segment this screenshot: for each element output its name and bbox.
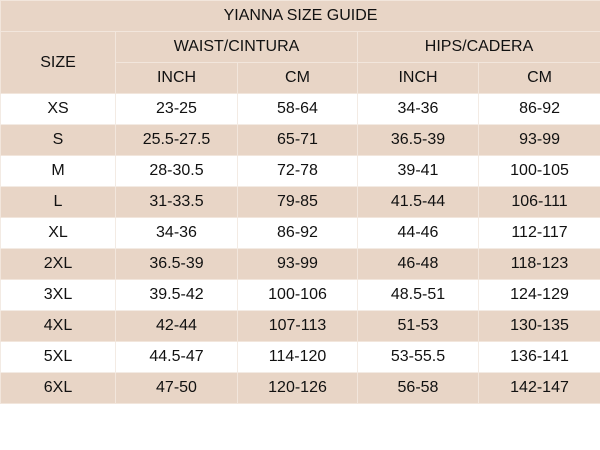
cell-waist-cm: 72-78 (237, 155, 358, 187)
cell-waist-cm: 114-120 (237, 341, 358, 373)
table-row: 3XL 39.5-42 100-106 48.5-51 124-129 (0, 279, 600, 311)
cell-waist-cm: 107-113 (237, 310, 358, 342)
cell-waist-in: 31-33.5 (115, 186, 238, 218)
cell-waist-cm: 86-92 (237, 217, 358, 249)
cell-hips-cm: 106-111 (477, 186, 600, 218)
waist-header: WAIST/CINTURA (115, 31, 358, 63)
cell-hips-in: 48.5-51 (357, 279, 479, 311)
cell-hips-cm: 86-92 (477, 93, 600, 125)
cell-waist-in: 44.5-47 (115, 341, 238, 373)
table-row: L 31-33.5 79-85 41.5-44 106-111 (0, 186, 600, 218)
cell-size: XS (0, 93, 116, 125)
cell-hips-cm: 93-99 (477, 124, 600, 156)
cell-hips-cm: 142-147 (477, 372, 600, 404)
cell-hips-in: 46-48 (357, 248, 479, 280)
table-row: 6XL 47-50 120-126 56-58 142-147 (0, 372, 600, 404)
table-row: XS 23-25 58-64 34-36 86-92 (0, 93, 600, 125)
table-row: XL 34-36 86-92 44-46 112-117 (0, 217, 600, 249)
size-header: SIZE (0, 31, 116, 94)
cell-hips-in: 34-36 (357, 93, 479, 125)
cell-waist-in: 42-44 (115, 310, 238, 342)
hips-header: HIPS/CADERA (356, 31, 600, 63)
cell-hips-cm: 124-129 (477, 279, 600, 311)
cell-hips-cm: 100-105 (477, 155, 600, 187)
cell-waist-cm: 93-99 (237, 248, 358, 280)
table-row: 4XL 42-44 107-113 51-53 130-135 (0, 310, 600, 342)
cell-hips-cm: 130-135 (477, 310, 600, 342)
cell-waist-cm: 120-126 (237, 372, 358, 404)
cell-size: 6XL (0, 372, 116, 404)
cell-size: XL (0, 217, 116, 249)
cell-size: 4XL (0, 310, 116, 342)
unit-header: CM (477, 62, 600, 94)
cell-waist-in: 47-50 (115, 372, 238, 404)
unit-header: INCH (115, 62, 238, 94)
cell-size: M (0, 155, 116, 187)
cell-waist-in: 23-25 (115, 93, 238, 125)
table-row: 2XL 36.5-39 93-99 46-48 118-123 (0, 248, 600, 280)
cell-waist-in: 39.5-42 (115, 279, 238, 311)
cell-waist-cm: 100-106 (237, 279, 358, 311)
size-guide-table: YIANNA SIZE GUIDE SIZE WAIST/CINTURA HIP… (0, 0, 600, 404)
cell-waist-in: 34-36 (115, 217, 238, 249)
cell-size: S (0, 124, 116, 156)
table-row: 5XL 44.5-47 114-120 53-55.5 136-141 (0, 341, 600, 373)
table-row: S 25.5-27.5 65-71 36.5-39 93-99 (0, 124, 600, 156)
cell-waist-cm: 79-85 (237, 186, 358, 218)
cell-hips-in: 56-58 (357, 372, 479, 404)
cell-hips-in: 44-46 (357, 217, 479, 249)
cell-hips-cm: 136-141 (477, 341, 600, 373)
cell-hips-in: 53-55.5 (357, 341, 479, 373)
cell-size: 5XL (0, 341, 116, 373)
cell-hips-in: 51-53 (357, 310, 479, 342)
cell-hips-cm: 112-117 (477, 217, 600, 249)
cell-size: 3XL (0, 279, 116, 311)
cell-size: L (0, 186, 116, 218)
table-title: YIANNA SIZE GUIDE (0, 0, 600, 32)
cell-waist-in: 28-30.5 (115, 155, 238, 187)
cell-hips-in: 39-41 (357, 155, 479, 187)
table-row: M 28-30.5 72-78 39-41 100-105 (0, 155, 600, 187)
cell-hips-cm: 118-123 (477, 248, 600, 280)
unit-header: CM (237, 62, 358, 94)
cell-size: 2XL (0, 248, 116, 280)
cell-hips-in: 36.5-39 (357, 124, 479, 156)
cell-waist-cm: 65-71 (237, 124, 358, 156)
unit-header: INCH (357, 62, 479, 94)
cell-waist-in: 25.5-27.5 (115, 124, 238, 156)
cell-hips-in: 41.5-44 (357, 186, 479, 218)
cell-waist-in: 36.5-39 (115, 248, 238, 280)
cell-waist-cm: 58-64 (237, 93, 358, 125)
